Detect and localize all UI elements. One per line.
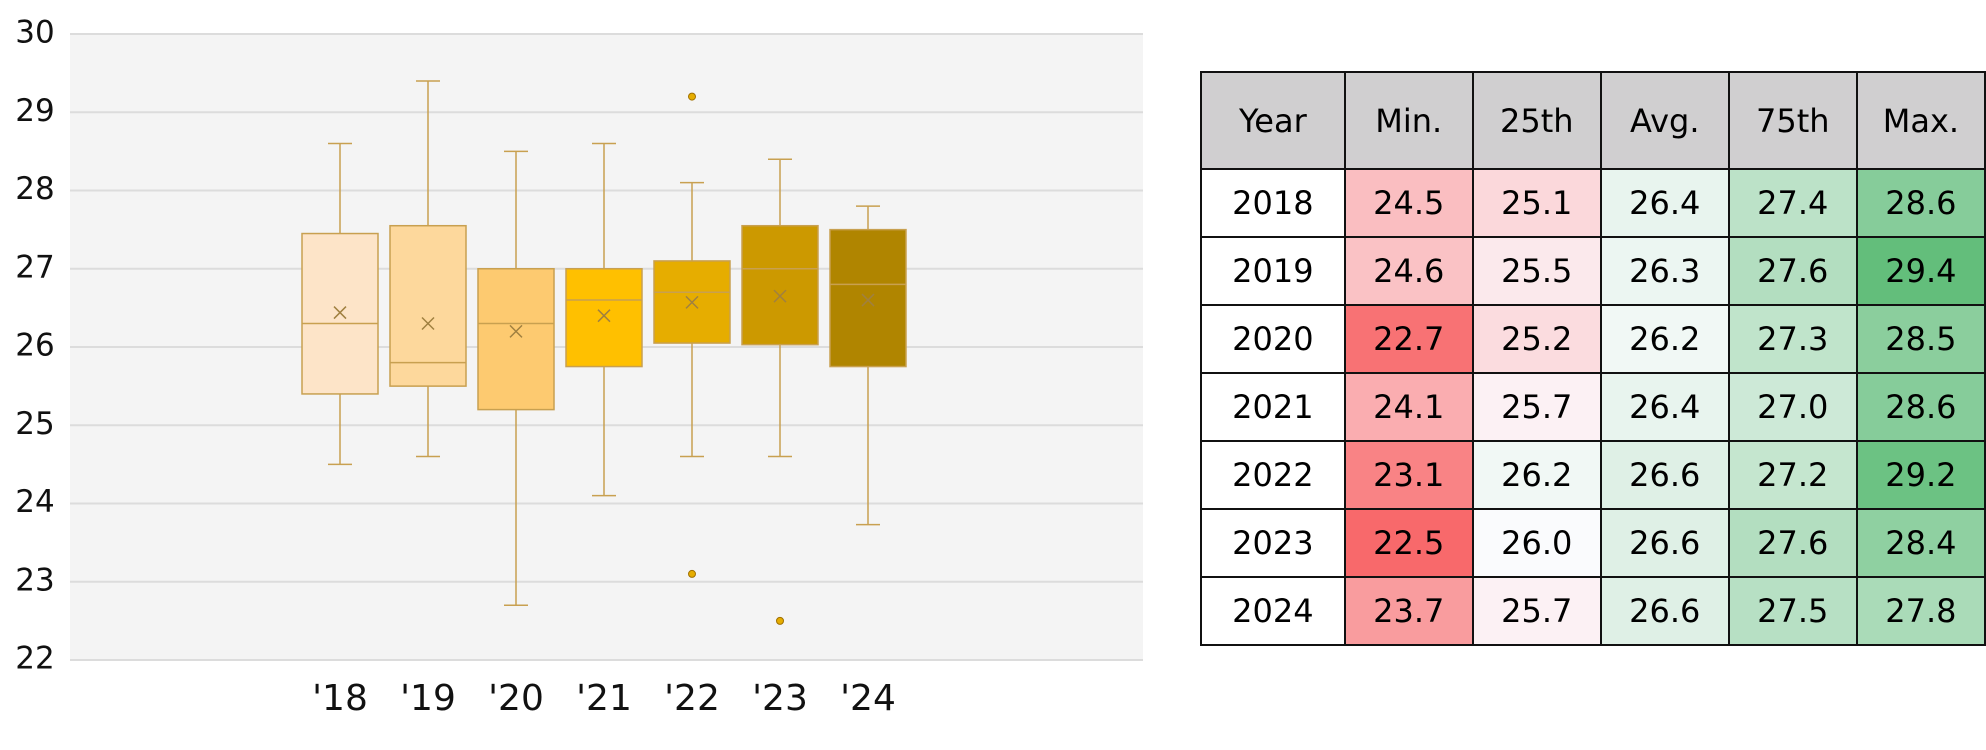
table-cell: 27.3 [1727, 304, 1858, 374]
table-cell: 23.1 [1343, 440, 1474, 510]
table-cell: 27.0 [1727, 372, 1858, 442]
box [301, 232, 379, 395]
table-cell: 26.6 [1599, 440, 1730, 510]
table-cell: Min. [1343, 71, 1474, 170]
table-cell: 2024 [1200, 576, 1346, 646]
y-tick-label: 23 [15, 562, 54, 598]
table-cell: 29.2 [1855, 440, 1986, 510]
table-cell: 22.7 [1343, 304, 1474, 374]
table-cell: 25.2 [1471, 304, 1602, 374]
table-cell: Avg. [1599, 71, 1730, 170]
box [565, 268, 643, 368]
y-tick-label: 30 [15, 15, 54, 51]
table-cell: 75th [1727, 71, 1858, 170]
table-cell: 26.6 [1599, 508, 1730, 578]
table-cell: Year [1200, 71, 1346, 170]
table-cell: 27.8 [1855, 576, 1986, 646]
mean-marker [421, 316, 435, 331]
table-cell: 26.3 [1599, 236, 1730, 306]
y-tick-label: 29 [15, 93, 54, 129]
table-cell: 29.4 [1855, 236, 1986, 306]
table-cell: 24.5 [1343, 168, 1474, 238]
y-tick-label: 24 [15, 484, 54, 520]
table-row: 2021 24.1 25.7 26.4 27.0 28.6 [1200, 372, 1986, 442]
table-cell: 25.1 [1471, 168, 1602, 238]
table-cell: 28.6 [1855, 168, 1986, 238]
table-cell: 2021 [1200, 372, 1346, 442]
table-cell: 2023 [1200, 508, 1346, 578]
table-cell: 27.2 [1727, 440, 1858, 510]
y-tick-label: 22 [15, 641, 54, 677]
table-cell: 28.6 [1855, 372, 1986, 442]
table-cell: 23.7 [1343, 576, 1474, 646]
chart: 22 23 24 25 26 27 28 29 30 '18 '19 '20 '21 '22 '23 '24 [15, 15, 1143, 719]
table-cell: 2018 [1200, 168, 1346, 238]
table-cell: 26.6 [1599, 576, 1730, 646]
x-tick-label: '18 [312, 678, 368, 719]
box [741, 224, 819, 346]
x-tick-label: '24 [840, 678, 896, 719]
table-cell: 24.1 [1343, 372, 1474, 442]
table-cell: 26.4 [1599, 168, 1730, 238]
outlier [688, 569, 696, 578]
table-cell: 2020 [1200, 304, 1346, 374]
x-tick-label: '19 [400, 678, 456, 719]
table-cell: 26.2 [1471, 440, 1602, 510]
table-cell: 25.7 [1471, 372, 1602, 442]
mean-marker [773, 289, 787, 303]
box [829, 228, 907, 368]
table-row: 2019 24.6 25.5 26.3 27.6 29.4 [1200, 236, 1986, 306]
table-cell: 27.5 [1727, 576, 1858, 646]
box [477, 268, 555, 411]
table-row: 2022 23.1 26.2 26.6 27.2 29.2 [1200, 440, 1986, 510]
y-tick-label: 26 [15, 328, 54, 364]
x-tick-label: '22 [664, 678, 720, 719]
mean-marker [509, 324, 523, 338]
table-cell: 22.5 [1343, 508, 1474, 578]
table-row: 2018 24.5 25.1 26.4 27.4 28.6 [1200, 168, 1986, 238]
table-cell: 28.5 [1855, 304, 1986, 374]
y-tick-label: 27 [15, 249, 54, 285]
mean-marker [685, 295, 699, 309]
table-cell: 25.5 [1471, 236, 1602, 306]
table-cell: 27.6 [1727, 236, 1858, 306]
mean-marker [333, 306, 347, 320]
table-cell: 26.2 [1599, 304, 1730, 374]
x-tick-label: '23 [752, 678, 808, 719]
table-row: 2020 22.7 25.2 26.2 27.3 28.5 [1200, 304, 1986, 374]
y-tick-label: 25 [15, 406, 54, 442]
box [389, 224, 467, 387]
table-cell: 2022 [1200, 440, 1346, 510]
outlier [688, 92, 696, 101]
y-tick-label: 28 [15, 171, 54, 207]
table-cell: 24.6 [1343, 236, 1474, 306]
mean-marker [597, 309, 611, 323]
data-table: Year Min. 25th Avg. 75th Max. 2018 24.5 25.1 26.4… [1200, 71, 1986, 646]
table-cell: 25.7 [1471, 576, 1602, 646]
table-cell: 27.4 [1727, 168, 1858, 238]
header-row: Year Min. 25th Avg. 75th Max. [1200, 71, 1986, 170]
table-row: 2023 22.5 26.0 26.6 27.6 28.4 [1200, 508, 1986, 578]
table-cell: 26.4 [1599, 372, 1730, 442]
mean-marker [861, 293, 875, 307]
table-cell: 25th [1471, 71, 1602, 170]
x-tick-label: '21 [576, 678, 632, 719]
outlier [776, 616, 784, 625]
table-cell: 2019 [1200, 236, 1346, 306]
table-row: 2024 23.7 25.7 26.6 27.5 27.8 [1200, 576, 1986, 646]
table-cell: 27.6 [1727, 508, 1858, 578]
table-cell: 26.0 [1471, 508, 1602, 578]
table-cell: Max. [1855, 71, 1986, 170]
table-cell: 28.4 [1855, 508, 1986, 578]
x-tick-label: '20 [488, 678, 544, 719]
